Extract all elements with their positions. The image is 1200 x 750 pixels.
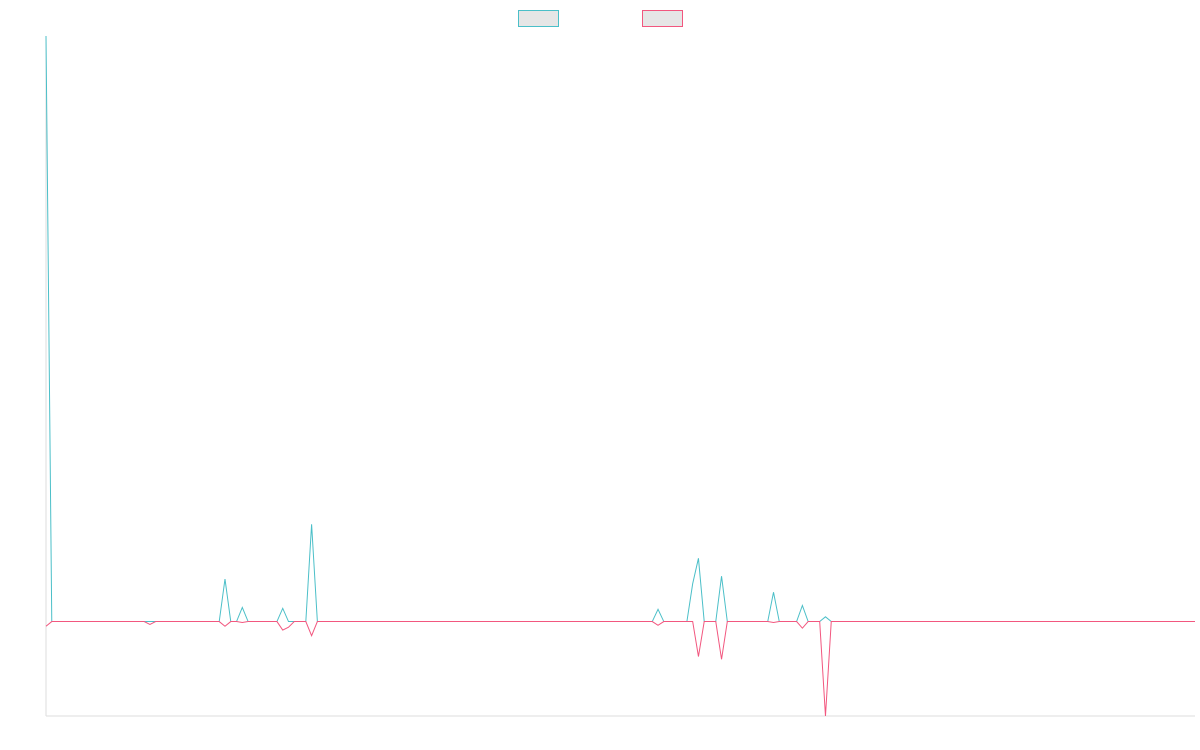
series-layer xyxy=(45,35,1195,717)
legend-swatch-b[interactable] xyxy=(642,10,683,27)
axes xyxy=(45,36,1195,717)
legend xyxy=(518,10,683,27)
legend-swatch-a[interactable] xyxy=(518,10,559,27)
series-line-a xyxy=(45,35,1195,623)
series-line-b xyxy=(45,621,1195,717)
